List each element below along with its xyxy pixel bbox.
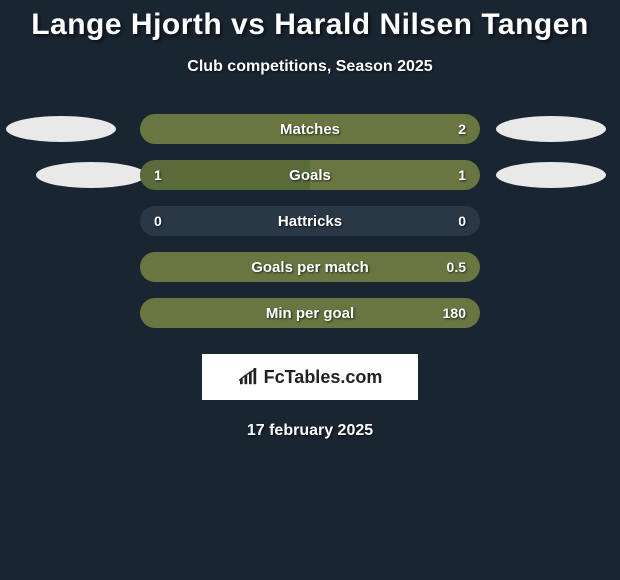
page-title: Lange Hjorth vs Harald Nilsen Tangen <box>0 8 620 42</box>
stat-label: Goals per match <box>251 259 369 276</box>
stat-value-right: 0 <box>458 213 466 229</box>
player-right-marker <box>496 116 606 142</box>
stat-row: 0 0 Hattricks <box>0 206 620 236</box>
stat-bar: 0.5 Goals per match <box>140 252 480 282</box>
date-label: 17 february 2025 <box>0 422 620 440</box>
stat-bar: 0 0 Hattricks <box>140 206 480 236</box>
stat-value-left: 1 <box>154 167 162 183</box>
stat-bar: 1 1 Goals <box>140 160 480 190</box>
player-left-marker <box>6 116 116 142</box>
stat-value-right: 1 <box>458 167 466 183</box>
stat-bar: 2 Matches <box>140 114 480 144</box>
stat-value-right: 2 <box>458 121 466 137</box>
stat-bar: 180 Min per goal <box>140 298 480 328</box>
stat-value-left: 0 <box>154 213 162 229</box>
player-right-marker <box>496 162 606 188</box>
stat-row: 1 1 Goals <box>0 160 620 190</box>
comparison-card: Lange Hjorth vs Harald Nilsen Tangen Clu… <box>0 0 620 580</box>
logo-text: FcTables.com <box>264 367 383 388</box>
stat-value-right: 180 <box>443 305 466 321</box>
logo-box[interactable]: FcTables.com <box>202 354 418 400</box>
bar-left-fill <box>140 160 310 190</box>
page-subtitle: Club competitions, Season 2025 <box>0 58 620 76</box>
stat-label: Matches <box>280 121 340 138</box>
bar-chart-icon <box>238 368 260 386</box>
stat-row: 180 Min per goal <box>0 298 620 328</box>
player-left-marker <box>36 162 146 188</box>
stat-label: Goals <box>289 167 331 184</box>
bar-right-fill <box>310 160 480 190</box>
stat-row: 2 Matches <box>0 114 620 144</box>
stats-list: 2 Matches 1 1 Goals 0 0 Hattricks 0.5 Goals per m… <box>0 114 620 328</box>
stat-row: 0.5 Goals per match <box>0 252 620 282</box>
stat-label: Min per goal <box>266 305 354 322</box>
stat-label: Hattricks <box>278 213 342 230</box>
stat-value-right: 0.5 <box>447 259 466 275</box>
